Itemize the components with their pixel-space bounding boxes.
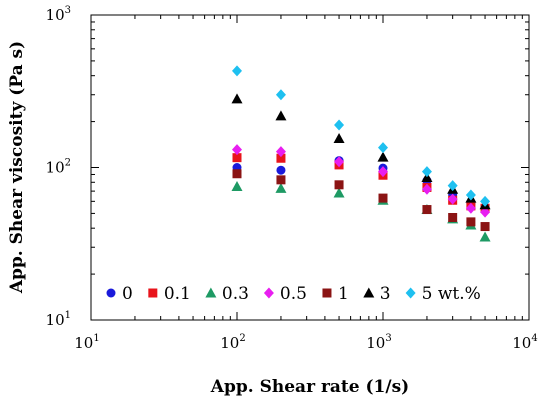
- legend-label: 5 wt.%: [422, 284, 481, 304]
- series-3: [232, 144, 491, 218]
- plot-frame: [90, 14, 530, 321]
- data-point: [231, 181, 243, 192]
- data-point: [480, 222, 490, 232]
- data-point: [378, 142, 388, 154]
- data-points: [231, 65, 491, 242]
- data-point: [448, 213, 458, 223]
- data-point: [422, 205, 432, 215]
- data-point: [275, 182, 287, 193]
- legend-item-4: 1: [322, 284, 349, 304]
- legend-label: 0.5: [280, 284, 307, 304]
- data-point: [421, 183, 432, 195]
- data-point: [232, 169, 242, 179]
- legend-label: 0.3: [222, 284, 249, 304]
- x-axis-title: App. Shear rate (1/s): [210, 377, 409, 397]
- data-point: [232, 65, 242, 77]
- data-point: [276, 165, 286, 175]
- series-4: [232, 169, 490, 232]
- x-tick-label: 104: [512, 333, 537, 352]
- data-point: [334, 156, 345, 168]
- data-point: [465, 202, 476, 214]
- data-point: [465, 189, 476, 201]
- legend-marker: [405, 287, 416, 299]
- legend-item-5: 3: [363, 284, 391, 304]
- data-point: [480, 195, 491, 207]
- legend-marker: [263, 287, 274, 299]
- data-point: [447, 193, 458, 205]
- y-tick-label: 101: [46, 310, 71, 329]
- legend-marker: [322, 288, 332, 298]
- data-point: [334, 119, 345, 131]
- legend-marker: [205, 287, 217, 298]
- legend-label: 3: [380, 284, 391, 304]
- data-point: [479, 231, 491, 242]
- data-point: [333, 187, 345, 198]
- legend-label: 0.1: [164, 284, 191, 304]
- legend-label: 1: [338, 284, 349, 304]
- data-point: [232, 153, 242, 163]
- y-tick-labels: 101 102 103: [46, 5, 71, 329]
- legend-item-3: 0.5: [263, 284, 307, 304]
- legend-marker: [106, 288, 116, 298]
- axis-ticks: [90, 15, 529, 321]
- data-point: [480, 206, 491, 218]
- data-point: [232, 144, 242, 156]
- legend-item-1: 0.1: [148, 284, 191, 304]
- data-point: [275, 110, 287, 121]
- x-tick-label: 103: [366, 333, 391, 352]
- data-point: [378, 193, 388, 203]
- y-axis-title: App. Shear viscosity (Pa s): [7, 41, 27, 294]
- data-point: [276, 175, 286, 185]
- x-tick-labels: 101 102 103 104: [74, 333, 537, 352]
- series-5: [231, 93, 491, 210]
- legend-item-0: 0: [106, 284, 133, 304]
- data-point: [275, 89, 286, 101]
- data-point: [275, 146, 286, 158]
- legend-item-2: 0.3: [205, 284, 249, 304]
- series-6: [232, 65, 491, 207]
- y-tick-label: 102: [46, 158, 71, 177]
- x-tick-label: 102: [220, 333, 245, 352]
- x-tick-label: 101: [74, 333, 99, 352]
- legend-label: 0: [122, 284, 133, 304]
- legend-marker: [148, 288, 158, 298]
- legend: 0 0.1 0.3 0.5 1 3 5 wt.%: [106, 284, 481, 304]
- data-point: [421, 166, 432, 178]
- legend-item-6: 5 wt.%: [405, 284, 481, 304]
- data-point: [377, 151, 389, 162]
- legend-marker: [363, 287, 375, 298]
- data-point: [378, 166, 388, 178]
- data-point: [276, 153, 286, 163]
- data-point: [231, 93, 243, 104]
- data-point: [334, 180, 344, 190]
- data-point: [447, 180, 458, 192]
- data-point: [333, 132, 345, 143]
- data-point: [466, 217, 476, 227]
- y-tick-label: 103: [46, 5, 71, 24]
